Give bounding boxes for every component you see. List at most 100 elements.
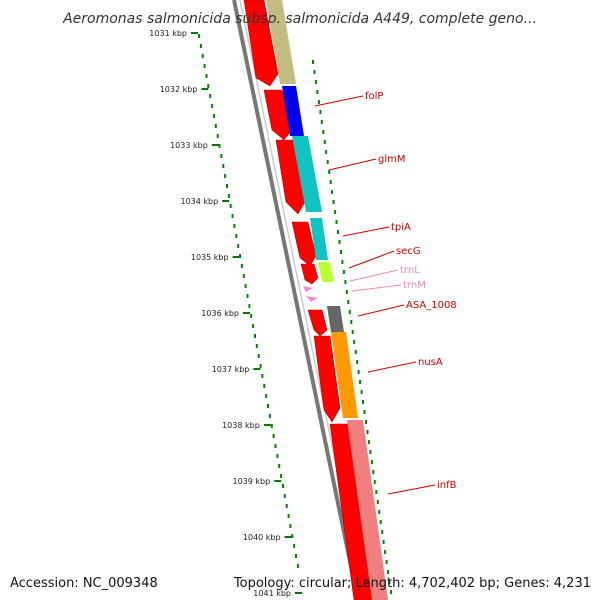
gc-dot	[289, 524, 292, 528]
forward-gene-arrow[interactable]	[291, 221, 317, 267]
gc-dot	[351, 330, 354, 334]
gc-dot	[317, 100, 320, 104]
gc-dot	[227, 194, 230, 198]
gc-dot	[387, 570, 390, 574]
gc-dot	[367, 440, 370, 444]
gc-dot	[373, 480, 376, 484]
gc-dot	[345, 290, 348, 294]
cog-block-olive[interactable]	[266, 0, 296, 84]
gc-dot	[293, 544, 296, 548]
gc-dot	[340, 250, 342, 254]
gc-dot	[235, 234, 238, 238]
cog-block-lime[interactable]	[318, 262, 334, 282]
gc-dot	[295, 554, 297, 558]
gc-dot	[254, 334, 256, 338]
gene-label-trnm[interactable]: trnM	[403, 280, 426, 291]
gene-label-infb[interactable]: infB	[437, 480, 457, 491]
tick-label: 1041 kbp	[253, 589, 291, 598]
gc-dot	[320, 120, 323, 124]
gc-dot	[240, 264, 243, 268]
gc-dot	[385, 560, 388, 564]
gc-dot	[198, 34, 200, 38]
tick-label: 1032 kbp	[160, 85, 198, 94]
gc-dot	[390, 590, 392, 594]
gc-dot	[199, 44, 202, 48]
gc-dot	[350, 320, 353, 324]
gc-dot	[259, 364, 262, 368]
gc-dot	[211, 104, 214, 108]
gc-dot	[296, 564, 299, 568]
gene-leader-line	[351, 284, 402, 292]
gc-dot	[382, 540, 385, 544]
tick-label: 1033 kbp	[170, 141, 208, 150]
backbone-line	[232, 0, 360, 600]
gc-dot	[366, 430, 369, 434]
gene-label-folp[interactable]: folP	[365, 91, 383, 102]
gc-dot	[237, 244, 240, 248]
forward-gene-arrow[interactable]	[300, 263, 319, 285]
gc-dot	[370, 460, 373, 464]
gc-dot	[212, 114, 215, 118]
gene-label-tpia[interactable]: tpiA	[391, 222, 411, 233]
cog-block-cyan[interactable]	[310, 218, 328, 260]
gc-dot	[263, 384, 266, 388]
gc-dot	[265, 394, 268, 398]
gc-dot	[274, 444, 277, 448]
gc-dot	[261, 374, 264, 378]
trna-marker[interactable]	[306, 296, 318, 302]
cog-block-cyan[interactable]	[292, 136, 322, 212]
tick-label: 1034 kbp	[180, 197, 218, 206]
gc-dot	[291, 534, 294, 538]
gc-dot	[287, 514, 290, 518]
forward-gene-arrow[interactable]	[307, 309, 328, 337]
gene-label-secg[interactable]: secG	[396, 246, 421, 257]
gc-dot	[218, 144, 221, 148]
cog-block-salmon[interactable]	[347, 420, 388, 600]
gene-label-nusa[interactable]: nusA	[418, 357, 443, 368]
gene-label-asa-1008[interactable]: ASA_1008	[406, 300, 457, 311]
tick-label: 1037 kbp	[212, 365, 250, 374]
gc-dot	[214, 124, 217, 128]
gc-dot	[369, 450, 372, 454]
cog-block-blue[interactable]	[282, 86, 304, 136]
trna-marker[interactable]	[303, 286, 313, 292]
cog-block-orange[interactable]	[331, 332, 358, 418]
gc-dot	[325, 150, 328, 154]
tick-label: 1035 kbp	[191, 253, 229, 262]
gc-dot	[329, 180, 332, 184]
gc-dot	[278, 464, 281, 468]
forward-gene-arrow[interactable]	[243, 0, 279, 87]
gc-dot	[338, 240, 341, 244]
forward-gene-arrow[interactable]	[313, 335, 341, 423]
gc-dot	[267, 404, 269, 408]
gene-label-glmm[interactable]: glmM	[378, 154, 406, 165]
gc-dot	[342, 270, 345, 274]
gc-dot	[270, 424, 273, 428]
gc-dot	[252, 324, 255, 328]
map-title: Aeromonas salmonicida subsp. salmonicida…	[62, 11, 537, 27]
gene-leader-line	[348, 250, 395, 269]
gene-leader-line	[367, 361, 417, 373]
gene-leader-line	[314, 95, 364, 107]
cog-block-gray[interactable]	[327, 306, 344, 332]
gc-dot	[229, 204, 232, 208]
forward-gene-arrow[interactable]	[329, 423, 373, 600]
gc-dot	[356, 360, 359, 364]
tick-label: 1039 kbp	[232, 477, 270, 486]
gene-label-trnl[interactable]: trnL	[400, 265, 420, 276]
gene-leader-line	[328, 158, 377, 171]
gc-dot	[216, 134, 219, 138]
gc-dot	[326, 160, 329, 164]
gc-content-dots	[198, 34, 392, 594]
tick-label: 1040 kbp	[243, 533, 281, 542]
gc-dot	[341, 260, 344, 264]
gc-dot	[272, 434, 275, 438]
gc-dot	[233, 224, 236, 228]
gc-dot	[312, 60, 314, 64]
gc-dot	[203, 64, 206, 68]
gc-dot	[220, 154, 223, 158]
gc-dot	[335, 220, 338, 224]
gc-dot	[222, 164, 225, 168]
